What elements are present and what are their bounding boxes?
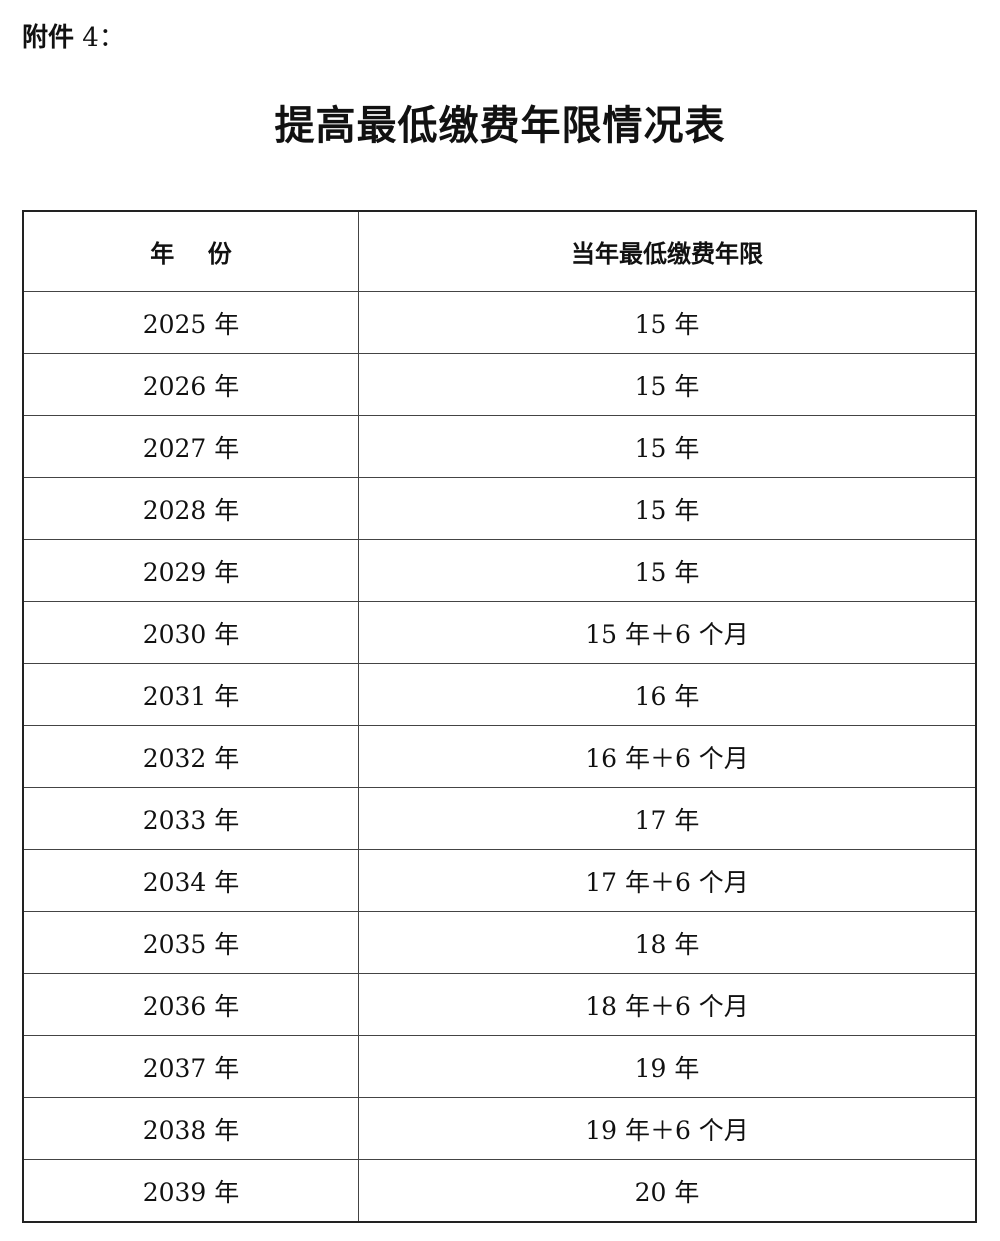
min-years-cell: 18 年＋6 个月 [358,973,977,1036]
year-cell: 2038 年 [22,1097,359,1160]
table-row: 2037 年 19 年 [22,1035,977,1098]
year-cell: 2026 年 [22,353,359,416]
table-row: 2031 年 16 年 [22,663,977,726]
table-row: 2032 年 16 年＋6 个月 [22,725,977,788]
header-year: 年 份 [22,210,359,292]
min-years-cell: 20 年 [358,1159,977,1223]
year-cell: 2031 年 [22,663,359,726]
table-row: 2038 年 19 年＋6 个月 [22,1097,977,1160]
min-years-cell: 15 年 [358,477,977,540]
min-years-cell: 16 年 [358,663,977,726]
table-row: 2025 年 15 年 [22,291,977,354]
table-row: 2030 年 15 年＋6 个月 [22,601,977,664]
min-years-cell: 17 年 [358,787,977,850]
min-years-cell: 16 年＋6 个月 [358,725,977,788]
min-years-cell: 15 年＋6 个月 [358,601,977,664]
year-cell: 2029 年 [22,539,359,602]
header-min-years: 当年最低缴费年限 [358,210,977,292]
table-row: 2039 年 20 年 [22,1159,977,1223]
table-row: 2033 年 17 年 [22,787,977,850]
min-years-cell: 15 年 [358,415,977,478]
table-row: 2036 年 18 年＋6 个月 [22,973,977,1036]
min-years-cell: 19 年 [358,1035,977,1098]
year-cell: 2034 年 [22,849,359,912]
min-years-cell: 15 年 [358,539,977,602]
table-row: 2029 年 15 年 [22,539,977,602]
year-cell: 2039 年 [22,1159,359,1223]
table-row: 2027 年 15 年 [22,415,977,478]
year-cell: 2030 年 [22,601,359,664]
table-header-row: 年 份 当年最低缴费年限 [22,210,977,292]
year-cell: 2033 年 [22,787,359,850]
year-cell: 2035 年 [22,911,359,974]
min-years-cell: 15 年 [358,291,977,354]
year-cell: 2025 年 [22,291,359,354]
min-years-cell: 19 年＋6 个月 [358,1097,977,1160]
year-cell: 2027 年 [22,415,359,478]
attachment-number: 4： [74,23,125,53]
min-years-cell: 15 年 [358,353,977,416]
year-cell: 2028 年 [22,477,359,540]
table-row: 2034 年 17 年＋6 个月 [22,849,977,912]
year-cell: 2036 年 [22,973,359,1036]
page-title: 提高最低缴费年限情况表 [274,102,726,149]
min-years-cell: 18 年 [358,911,977,974]
table-row: 2035 年 18 年 [22,911,977,974]
table-row: 2028 年 15 年 [22,477,977,540]
attachment-text: 附件 [22,23,75,53]
year-cell: 2032 年 [22,725,359,788]
attachment-label: 附件 4： [22,20,125,56]
min-years-cell: 17 年＋6 个月 [358,849,977,912]
table-row: 2026 年 15 年 [22,353,977,416]
year-cell: 2037 年 [22,1035,359,1098]
